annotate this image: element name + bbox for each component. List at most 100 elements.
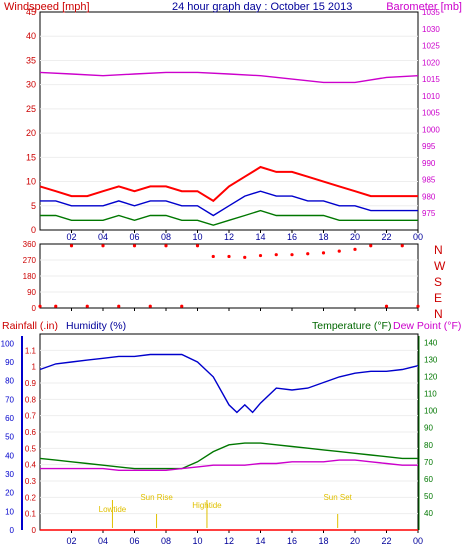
barometer-tick-label: 1035 (422, 8, 440, 17)
wind-x-tick-label: 16 (287, 232, 297, 242)
barometer-axis-title: Barometer [mb] (386, 1, 462, 13)
climate-x-tick-label: 12 (224, 536, 234, 546)
direction-tick-label: 90 (27, 288, 36, 297)
wind-tick-label: 30 (26, 80, 36, 90)
humidity-tick-label: 70 (5, 395, 14, 404)
direction-point (369, 244, 373, 248)
direction-point (243, 255, 247, 259)
humidity-tick-label: 90 (5, 358, 14, 367)
humidity-tick-label: 20 (5, 489, 14, 498)
dewpoint-axis-title: Dew Point (°F) (393, 320, 461, 332)
barometer-tick-label: 1000 (422, 125, 440, 134)
direction-point (353, 247, 357, 251)
direction-point (164, 244, 168, 248)
barometer-tick-label: 990 (422, 159, 436, 168)
direction-letters: N W S E N (434, 243, 446, 321)
barometer-tick-label: 985 (422, 176, 436, 185)
rainfall-axis-title: Rainfall (.in) (2, 320, 58, 332)
temperature-tick-label: 90 (424, 424, 433, 433)
climate-x-tick-label: 10 (192, 536, 202, 546)
series-layer (38, 71, 420, 531)
climate-x-tick-label: 20 (350, 536, 360, 546)
climate-x-tick-label: 00 (413, 536, 423, 546)
direction-point (306, 252, 310, 256)
barometer-tick-label: 1015 (422, 75, 440, 84)
barometer-tick-label: 1020 (422, 58, 440, 67)
barometer-tick-label: 1025 (422, 42, 440, 51)
chart-title: 24 hour graph day : October 15 2013 (172, 1, 352, 13)
humidity-tick-label: 50 (5, 433, 14, 442)
temperature-axis-title: Temperature (°F) (312, 320, 391, 332)
barometer-line (39, 71, 419, 84)
direction-tick-label: 180 (23, 272, 37, 281)
event-label: Sun Rise (140, 493, 173, 502)
wind-tick-label: 20 (26, 128, 36, 138)
direction-letter: E (434, 291, 442, 305)
humidity-tick-label: 60 (5, 414, 14, 423)
rainfall-tick-label: 0.7 (25, 412, 37, 421)
wind-tick-label: 35 (26, 55, 36, 65)
rainfall-tick-label: 0.5 (25, 444, 37, 453)
direction-point (132, 244, 137, 248)
humidity-tick-label: 0 (10, 526, 15, 535)
climate-x-tick-label: 04 (98, 536, 108, 546)
wind-x-tick-label: 12 (224, 232, 234, 242)
barometer-tick-label: 995 (422, 142, 436, 151)
wind-x-tick-label: 18 (318, 232, 328, 242)
direction-point (384, 304, 389, 308)
direction-point (85, 304, 89, 308)
humidity-axis-title: Humidity (%) (66, 320, 126, 332)
direction-letter: W (434, 259, 446, 273)
temperature-tick-label: 80 (424, 441, 433, 450)
event-label: Sun Set (323, 493, 352, 502)
climate-x-tick-label: 08 (161, 536, 171, 546)
climate-x-tick-label: 16 (287, 536, 297, 546)
rainfall-tick-label: 0.4 (25, 461, 37, 470)
wind-x-tick-label: 14 (255, 232, 265, 242)
barometer-tick-label: 1030 (422, 25, 440, 34)
rainfall-tick-label: 0.6 (25, 428, 37, 437)
climate-x-tick-label: 02 (66, 536, 76, 546)
humidity-line (39, 353, 419, 414)
direction-point (69, 244, 74, 248)
wind-tick-label: 10 (26, 177, 36, 187)
rainfall-tick-label: 0.8 (25, 395, 37, 404)
direction-point (148, 304, 152, 308)
temperature-tick-label: 120 (424, 373, 438, 382)
wind-average-line (40, 190, 418, 217)
dewpoint-line (40, 459, 418, 471)
climate-x-tick-label: 14 (255, 536, 265, 546)
direction-point (337, 249, 341, 253)
climate-x-tick-label: 18 (318, 536, 328, 546)
temperature-tick-label: 100 (424, 407, 438, 416)
humidity-tick-label: 10 (5, 507, 14, 516)
wind-x-tick-label: 04 (98, 232, 108, 242)
rainfall-tick-label: 1 (32, 363, 37, 372)
tick-labels: 0510152025303540459759809859909951000100… (1, 7, 441, 546)
direction-letter: S (434, 275, 442, 289)
direction-tick-label: 270 (23, 256, 37, 265)
event-markers: Lowtide Sun Rise Hightide Sun Set (99, 493, 353, 528)
wind-x-tick-label: 20 (350, 232, 360, 242)
direction-point (321, 251, 326, 255)
direction-point (227, 254, 231, 259)
temperature-tick-label: 40 (424, 509, 433, 518)
direction-letter: N (434, 307, 443, 321)
humidity-tick-label: 30 (5, 470, 14, 479)
wind-x-tick-label: 08 (161, 232, 171, 242)
wind-tick-label: 0 (31, 225, 36, 235)
direction-point (400, 244, 404, 248)
direction-point (274, 253, 278, 257)
rainfall-tick-label: 0.3 (25, 477, 37, 486)
temperature-tick-label: 50 (424, 492, 433, 501)
direction-point (180, 304, 184, 308)
climate-x-tick-label: 22 (381, 536, 391, 546)
barometer-tick-label: 1005 (422, 109, 440, 118)
rainfall-tick-label: 0.2 (25, 493, 37, 502)
wind-tick-label: 5 (31, 201, 36, 211)
wind-x-tick-label: 22 (381, 232, 391, 242)
wind-tick-label: 15 (26, 152, 36, 162)
temperature-line (39, 442, 418, 470)
